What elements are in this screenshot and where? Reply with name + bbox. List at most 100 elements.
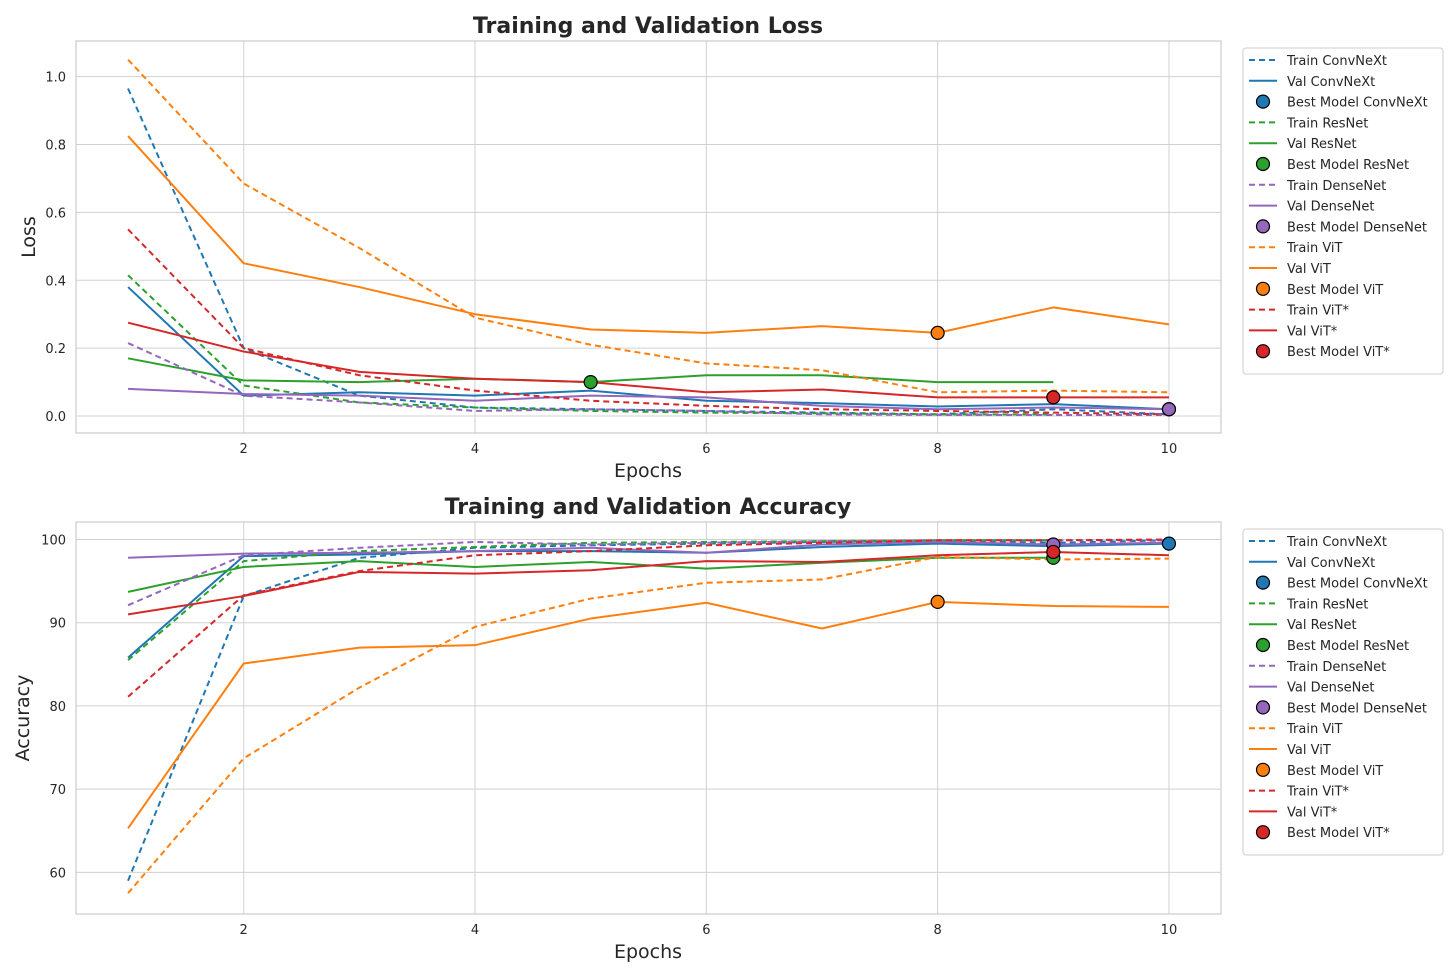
- loss-legend-item: Train ConvNeXt: [1249, 54, 1387, 69]
- accuracy-legend-item: Best Model ConvNeXt: [1255, 575, 1428, 592]
- loss-y-tick-label: 1.0: [45, 71, 66, 86]
- loss-x-tick-label: 4: [471, 442, 479, 457]
- loss-solid-line-val-densenet: [128, 387, 1169, 411]
- accuracy-legend-label: Train DenseNet: [1286, 660, 1386, 675]
- loss-legend-label: Val ConvNeXt: [1287, 75, 1375, 90]
- accuracy-panel: Training and Validation Accuracy Epochs …: [12, 495, 1444, 963]
- loss-markers-group: [583, 325, 1177, 417]
- accuracy-solid-line-val-vit: [127, 600, 1169, 829]
- accuracy-legend-item: Val ConvNeXt: [1249, 556, 1375, 571]
- loss-x-tick-label: 10: [1161, 442, 1178, 457]
- loss-legend-label: Train ViT*: [1286, 304, 1349, 319]
- loss-legend-label: Best Model DenseNet: [1287, 220, 1427, 235]
- accuracy-legend-item: Train DenseNet: [1249, 660, 1386, 675]
- loss-y-tick-label: 0.2: [45, 342, 66, 357]
- loss-x-tick-label: 8: [934, 442, 942, 457]
- accuracy-legend-label: Val ViT: [1287, 743, 1331, 758]
- loss-legend-item: Train DenseNet: [1249, 179, 1386, 194]
- loss-best-model-marker-densenet: [1161, 402, 1177, 417]
- loss-legend-label: Val ViT*: [1287, 324, 1338, 339]
- accuracy-legend-marker-swatch: [1255, 762, 1271, 777]
- accuracy-y-tick-label: 80: [49, 700, 66, 715]
- loss-legend-label: Train DenseNet: [1286, 179, 1386, 194]
- loss-legend-label: Train ResNet: [1286, 116, 1368, 131]
- accuracy-legend-item: Best Model ViT*: [1255, 825, 1390, 841]
- accuracy-legend-label: Best Model ViT*: [1287, 826, 1390, 841]
- loss-y-tick-label: 0.0: [45, 410, 66, 425]
- accuracy-legend-item: Best Model DenseNet: [1255, 700, 1427, 716]
- loss-legend-item: Val ResNet: [1249, 137, 1357, 152]
- loss-legend-item: Val ViT: [1249, 262, 1331, 277]
- accuracy-y-tick-label: 70: [49, 783, 66, 798]
- accuracy-series-group: [127, 538, 1169, 894]
- loss-panel: Training and Validation Loss Epochs Loss…: [18, 14, 1444, 482]
- accuracy-best-model-marker-convnext: [1161, 536, 1177, 551]
- accuracy-x-tick-label: 4: [471, 923, 479, 938]
- accuracy-legend-label: Val ResNet: [1287, 618, 1357, 633]
- loss-legend-label: Best Model ViT*: [1287, 345, 1390, 360]
- loss-legend-marker-swatch: [1255, 281, 1271, 296]
- accuracy-plot-frame: [75, 521, 1222, 915]
- loss-best-model-marker-vit: [930, 325, 945, 340]
- accuracy-y-tick-label: 100: [41, 533, 66, 548]
- loss-x-tick-label: 2: [240, 442, 248, 457]
- loss-legend-box: [1242, 47, 1444, 375]
- accuracy-legend-item: Train ViT: [1249, 722, 1343, 737]
- accuracy-legend-label: Val DenseNet: [1287, 681, 1374, 696]
- loss-plot-frame: [75, 40, 1222, 434]
- accuracy-legend-marker-swatch: [1255, 825, 1271, 840]
- loss-legend-label: Train ConvNeXt: [1286, 54, 1387, 69]
- loss-series-group: [127, 58, 1170, 417]
- loss-best-model-marker-resnet: [583, 374, 598, 390]
- accuracy-markers-group: [930, 536, 1177, 609]
- loss-legend-item: Val ViT*: [1249, 324, 1338, 339]
- accuracy-x-tick-label: 10: [1161, 923, 1178, 938]
- accuracy-legend-label: Best Model ConvNeXt: [1287, 577, 1428, 592]
- accuracy-legend-item: Train ConvNeXt: [1249, 535, 1387, 550]
- accuracy-dashed-line-train-vit: [127, 555, 1169, 894]
- loss-legend-item: Val ConvNeXt: [1249, 75, 1375, 90]
- accuracy-solid-line-val-densenet: [128, 540, 1169, 559]
- accuracy-legend: Train ConvNeXt Val ConvNeXt Best Model Con…: [1242, 528, 1444, 856]
- loss-legend-marker-swatch: [1255, 219, 1271, 234]
- loss-legend-item: Best Model ConvNeXt: [1255, 94, 1428, 111]
- accuracy-legend-item: Best Model ViT: [1255, 762, 1383, 779]
- accuracy-best-model-marker-vit: [930, 594, 945, 609]
- loss-legend-label: Val DenseNet: [1287, 200, 1374, 215]
- loss-best-model-marker-vit-star: [1046, 390, 1061, 405]
- loss-chart-title: Training and Validation Loss: [473, 14, 823, 39]
- accuracy-legend-marker-swatch: [1255, 700, 1271, 715]
- loss-dashed-line-train-convnext: [127, 88, 1169, 416]
- loss-legend-label: Best Model ConvNeXt: [1287, 96, 1428, 111]
- loss-legend-label: Best Model ViT: [1287, 283, 1383, 298]
- loss-legend-item: Train ViT*: [1249, 304, 1349, 319]
- loss-legend-item: Train ResNet: [1249, 116, 1368, 131]
- accuracy-grid: [76, 522, 1221, 914]
- accuracy-legend-label: Val ViT*: [1287, 805, 1338, 820]
- accuracy-x-tick-label: 2: [240, 923, 248, 938]
- accuracy-legend-label: Train ViT*: [1286, 785, 1349, 800]
- loss-dashed-line-train-vit: [127, 58, 1169, 394]
- accuracy-solid-line-val-convnext: [127, 542, 1169, 659]
- accuracy-x-tick-label: 6: [702, 923, 710, 938]
- loss-legend-item: Best Model ResNet: [1255, 156, 1409, 173]
- accuracy-solid-line-val-resnet: [127, 556, 1054, 593]
- loss-legend-item: Best Model DenseNet: [1255, 219, 1427, 235]
- loss-legend-item: Best Model ViT*: [1255, 344, 1390, 360]
- accuracy-legend-marker-swatch: [1255, 575, 1271, 590]
- accuracy-y-tick-label: 90: [49, 617, 66, 632]
- accuracy-legend-item: Best Model ResNet: [1255, 637, 1409, 654]
- loss-legend-item: Train ViT: [1249, 241, 1343, 256]
- accuracy-legend-marker-swatch: [1255, 637, 1271, 653]
- loss-solid-line-val-vit-star: [127, 321, 1169, 399]
- loss-legend: Train ConvNeXt Val ConvNeXt Best Model Con…: [1242, 47, 1444, 375]
- loss-y-axis-label: Loss: [18, 216, 40, 258]
- accuracy-legend-label: Best Model ResNet: [1287, 639, 1409, 654]
- loss-legend-label: Train ViT: [1286, 241, 1343, 256]
- loss-x-axis-label: Epochs: [614, 460, 682, 482]
- accuracy-y-tick-label: 60: [49, 866, 66, 881]
- loss-dashed-line-train-densenet: [127, 342, 1169, 417]
- accuracy-legend-item: Train ViT*: [1249, 785, 1349, 800]
- loss-y-tick-label: 0.8: [45, 139, 66, 154]
